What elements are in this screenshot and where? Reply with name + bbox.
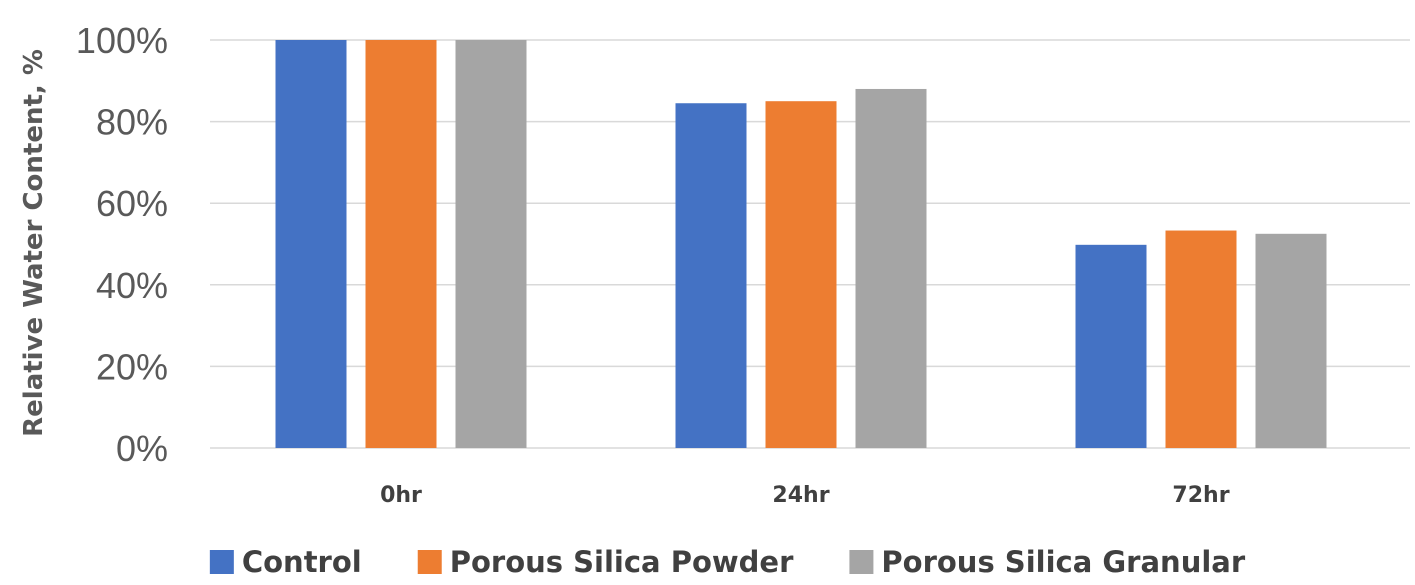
y-tick-label: 100% (76, 20, 168, 61)
bar (1255, 233, 1327, 448)
legend: Control Porous Silica Powder Porous Silica… (209, 545, 1246, 579)
y-tick-label: 40% (96, 265, 168, 306)
bar (675, 103, 747, 449)
legend-label: Porous Silica Powder (450, 545, 794, 579)
x-tick-label: 0hr (380, 483, 422, 508)
bar (765, 101, 837, 448)
x-tick-label: 72hr (1172, 483, 1229, 508)
x-axis-ticks: 0hr 24hr 72hr (380, 483, 1230, 508)
bar (855, 88, 927, 449)
legend-item: Porous Silica Granular (849, 545, 1246, 579)
bars (275, 40, 1327, 449)
y-tick-label: 20% (96, 346, 168, 387)
legend-swatch (209, 550, 234, 574)
y-tick-label: 80% (96, 102, 168, 143)
y-axis-ticks: 0% 20% 40% 60% 80% 100% (76, 20, 168, 469)
bar (1075, 244, 1147, 448)
bar (365, 40, 437, 448)
x-tick-label: 24hr (772, 483, 829, 508)
bar (455, 40, 527, 448)
bar (275, 40, 347, 448)
legend-swatch (849, 550, 874, 574)
legend-label: Control (242, 545, 362, 579)
legend-item: Control (209, 545, 362, 579)
legend-swatch (417, 550, 442, 574)
y-tick-label: 0% (116, 428, 168, 469)
y-axis-label: Relative Water Content, % (19, 49, 49, 437)
legend-item: Porous Silica Powder (417, 545, 794, 579)
legend-label: Porous Silica Granular (881, 545, 1245, 579)
bar (1165, 230, 1237, 448)
y-tick-label: 60% (96, 183, 168, 224)
